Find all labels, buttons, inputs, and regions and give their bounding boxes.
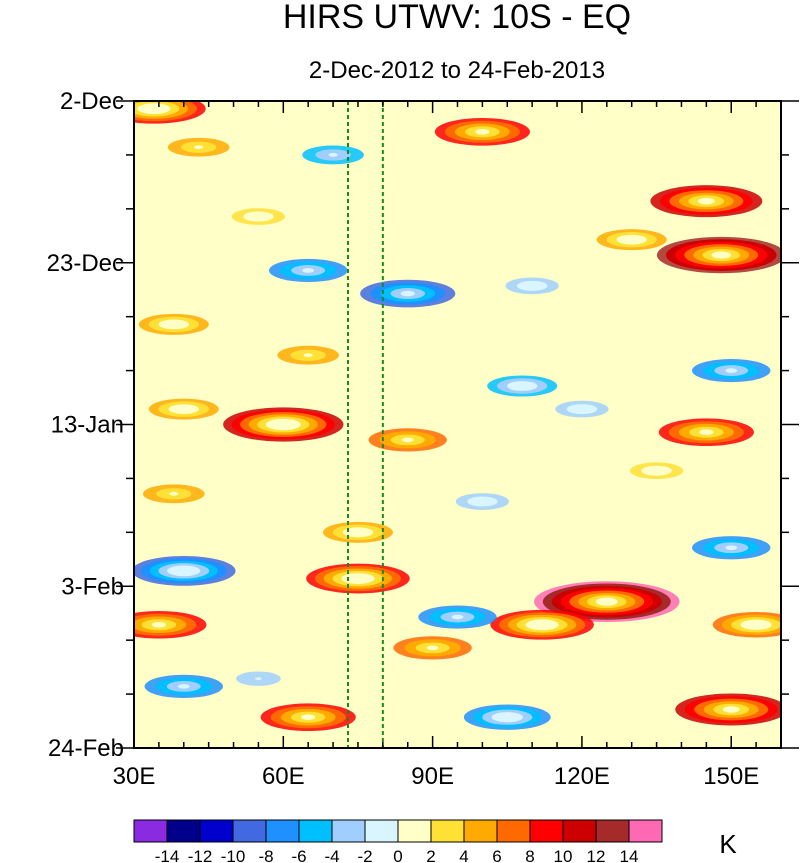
y-tick-label: 2-Dec	[60, 88, 124, 115]
anomaly-contour	[169, 491, 179, 496]
anomaly-contour	[400, 290, 415, 297]
x-tick-label: 60E	[262, 763, 305, 790]
colorbar-swatch	[595, 819, 630, 843]
anomaly-contour	[711, 251, 731, 259]
y-tick-label: 23-Dec	[47, 250, 124, 277]
anomaly-contour	[352, 530, 364, 535]
colorbar-swatch	[364, 819, 399, 843]
anomaly-contour	[528, 284, 537, 288]
colorbar-swatch	[199, 819, 234, 843]
colorbar-swatch	[166, 819, 201, 843]
colorbar-label: 10	[554, 847, 573, 863]
anomaly-contour	[749, 622, 763, 628]
colorbar-label: -2	[357, 847, 372, 863]
y-tick-label: 3-Feb	[61, 573, 124, 600]
chart-title: HIRS UTWV: 10S - EQ	[283, 0, 631, 36]
colorbar-swatch	[331, 819, 366, 843]
y-tick-label: 24-Feb	[48, 735, 124, 762]
colorbar-label: 6	[492, 847, 501, 863]
colorbar-swatch	[496, 819, 531, 843]
colorbar-swatch	[265, 819, 300, 843]
colorbar-label: 2	[426, 847, 435, 863]
anomaly-contour	[426, 645, 439, 651]
chart-subtitle: 2-Dec-2012 to 24-Feb-2013	[309, 57, 605, 84]
colorbar-label: 12	[587, 847, 606, 863]
anomaly-field	[134, 101, 781, 731]
colorbar-swatch	[463, 819, 498, 843]
anomaly-contour	[146, 105, 162, 112]
anomaly-contour	[301, 714, 316, 720]
colorbar-label: -10	[221, 847, 246, 863]
colorbar-label: -8	[258, 847, 273, 863]
anomaly-contour	[725, 368, 738, 373]
anomaly-contour	[175, 567, 192, 574]
colorbar-swatch	[232, 819, 267, 843]
x-tick-label: 30E	[113, 763, 156, 790]
colorbar-swatch	[529, 819, 564, 843]
colorbar-swatch	[430, 819, 465, 843]
anomaly-contour	[699, 429, 714, 436]
anomaly-contour	[328, 153, 338, 157]
anomaly-contour	[725, 545, 738, 551]
colorbar-swatch	[628, 819, 663, 843]
anomaly-contour	[595, 597, 618, 606]
colorbar-swatch	[397, 819, 432, 843]
colorbar-label: -6	[291, 847, 306, 863]
anomaly-contour	[451, 614, 464, 620]
y-tick-label: 13-Jan	[51, 412, 124, 439]
anomaly-contour	[350, 575, 366, 582]
colorbar-swatch	[562, 819, 597, 843]
colorbar-label: 4	[459, 847, 468, 863]
anomaly-contour	[475, 129, 490, 135]
colorbar-swatch	[298, 819, 333, 843]
anomaly-contour	[254, 214, 263, 219]
colorbar-label: 8	[525, 847, 534, 863]
anomaly-contour	[534, 621, 550, 628]
colorbar-swatch	[133, 819, 168, 843]
anomaly-contour	[168, 322, 180, 327]
colorbar-label: 14	[620, 847, 639, 863]
colorbar: -14 -12 -10 -8 -6 -4 -2 0 2 4 6 8 10 12 14	[133, 819, 663, 863]
anomaly-contour	[626, 237, 637, 242]
colorbar-label: 0	[393, 847, 402, 863]
anomaly-contour	[151, 621, 166, 628]
x-tick-label: 120E	[554, 763, 610, 790]
colorbar-label: -12	[188, 847, 213, 863]
plot-area	[134, 101, 781, 748]
anomaly-contour	[274, 421, 293, 428]
anomaly-contour	[697, 197, 715, 205]
anomaly-contour	[500, 714, 514, 720]
anomaly-contour	[577, 407, 586, 411]
anomaly-contour	[302, 268, 315, 273]
anomaly-contour	[178, 406, 190, 412]
anomaly-contour	[478, 499, 487, 504]
x-tick-label: 150E	[703, 763, 759, 790]
anomaly-contour	[303, 353, 313, 358]
anomaly-contour	[177, 684, 190, 689]
anomaly-contour	[401, 437, 414, 443]
colorbar-label: -4	[324, 847, 339, 863]
anomaly-contour	[652, 469, 661, 473]
anomaly-contour	[194, 145, 204, 150]
anomaly-contour	[255, 677, 262, 681]
x-tick-label: 90E	[411, 763, 454, 790]
anomaly-contour	[516, 383, 528, 389]
reference-lines	[347, 101, 384, 748]
colorbar-label: -14	[155, 847, 180, 863]
anomaly-contour	[722, 706, 740, 713]
axes: 30E 60E 90E 120E 150E 2-Dec 23-Dec 13-Jan 3-Feb 2…	[47, 88, 799, 790]
colorbar-units: K	[719, 829, 737, 859]
